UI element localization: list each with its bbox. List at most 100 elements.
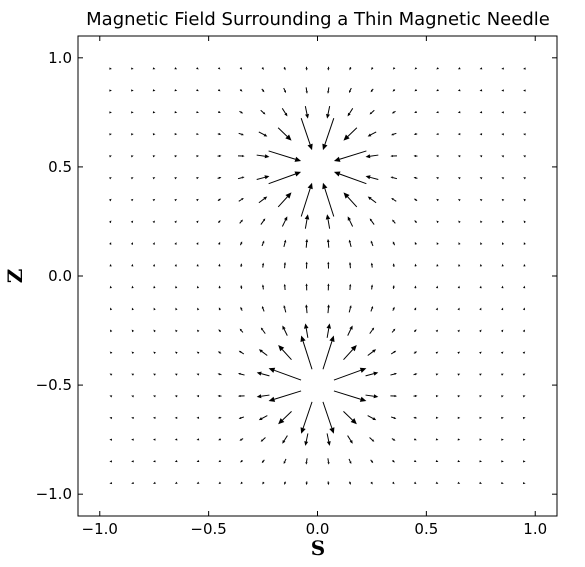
field-arrow	[239, 110, 244, 114]
x-tick-label: −1.0	[82, 520, 118, 538]
field-arrow	[479, 460, 483, 463]
field-arrow	[390, 176, 398, 180]
field-arrow	[435, 307, 438, 311]
field-arrow	[152, 133, 156, 136]
field-arrow	[196, 67, 199, 70]
field-arrow	[523, 177, 526, 180]
field-arrow	[305, 481, 308, 486]
field-arrow	[240, 459, 243, 463]
field-arrow	[239, 67, 243, 70]
field-arrow	[327, 481, 330, 486]
field-arrow	[238, 416, 245, 419]
field-arrow	[305, 66, 308, 71]
field-arrow	[370, 306, 374, 312]
field-arrow	[523, 285, 526, 289]
field-arrow	[174, 67, 178, 70]
field-arrow	[457, 329, 460, 333]
field-arrow	[435, 329, 439, 333]
field-arrow	[283, 66, 286, 71]
field-arrow	[435, 395, 439, 398]
field-arrow	[322, 401, 335, 434]
field-arrow	[131, 351, 135, 355]
field-arrow	[258, 196, 268, 204]
field-arrow	[457, 177, 461, 180]
field-arrow	[174, 481, 178, 484]
field-arrow	[501, 133, 504, 136]
field-arrow	[305, 238, 309, 248]
field-arrow	[347, 216, 354, 227]
field-arrow	[457, 89, 461, 92]
field-arrow	[435, 155, 439, 158]
field-arrow	[333, 150, 367, 162]
field-arrow	[283, 283, 286, 291]
field-arrow	[523, 460, 526, 463]
field-arrow	[262, 481, 265, 485]
field-arrow	[305, 87, 308, 94]
field-arrow	[238, 394, 245, 398]
field-arrow	[436, 242, 439, 245]
x-axis-label: S	[311, 536, 325, 560]
field-arrow	[217, 198, 222, 202]
field-arrow	[130, 67, 134, 70]
field-arrow	[109, 242, 112, 245]
field-arrow	[326, 106, 331, 119]
y-tick-label: 0.5	[48, 158, 72, 176]
field-arrow	[347, 435, 353, 444]
field-arrow	[457, 416, 461, 419]
field-arrow	[522, 351, 526, 355]
field-arrow	[300, 182, 313, 217]
field-arrow	[457, 133, 461, 136]
field-arrow	[500, 373, 504, 376]
field-arrow	[109, 460, 112, 463]
field-arrow	[304, 433, 309, 446]
field-arrow	[343, 192, 358, 208]
field-arrow	[457, 155, 461, 158]
field-arrow	[436, 177, 439, 180]
field-arrow	[153, 373, 156, 376]
field-arrow	[196, 285, 200, 289]
field-arrow	[174, 373, 178, 376]
field-arrow	[370, 88, 374, 93]
field-arrow	[501, 416, 504, 420]
axis-ticks: −1.0 −0.5 0.0 0.5 1.0 −1.0 −0.5 0.0 0.5 1.0	[36, 36, 557, 538]
x-tick-label: 0.0	[306, 520, 330, 538]
field-arrow	[501, 460, 504, 463]
field-arrow	[457, 395, 461, 398]
field-arrow	[196, 132, 199, 136]
field-arrow	[258, 349, 268, 356]
field-arrow	[523, 155, 526, 158]
field-arrow	[414, 110, 418, 113]
field-arrow	[327, 283, 330, 291]
field-arrow	[108, 198, 112, 202]
field-arrow	[348, 481, 351, 485]
field-arrow	[152, 242, 155, 245]
field-arrow	[196, 89, 199, 92]
field-arrow	[260, 109, 266, 115]
field-arrow	[238, 198, 244, 202]
field-arrow	[333, 367, 367, 381]
field-arrow	[392, 306, 395, 311]
field-arrow	[370, 284, 374, 290]
field-arrow	[327, 458, 330, 465]
field-arrow	[391, 438, 396, 441]
field-arrow	[196, 438, 200, 441]
field-arrow	[523, 89, 526, 92]
field-arrow	[348, 458, 352, 464]
field-arrow	[479, 133, 483, 136]
field-arrow	[369, 109, 375, 115]
field-arrow	[479, 351, 482, 355]
field-arrow	[217, 351, 222, 354]
field-arrow	[365, 154, 379, 159]
field-arrow	[522, 416, 526, 420]
field-arrow	[523, 438, 526, 441]
field-arrow	[391, 132, 397, 136]
field-arrow	[238, 372, 245, 376]
field-arrow	[435, 373, 439, 376]
field-arrow	[196, 155, 200, 158]
field-arrow	[218, 241, 221, 245]
field-arrow	[239, 328, 244, 333]
field-arrow	[436, 220, 439, 224]
field-arrow	[240, 263, 243, 268]
field-arrow	[174, 416, 178, 419]
field-arrow	[413, 198, 418, 202]
